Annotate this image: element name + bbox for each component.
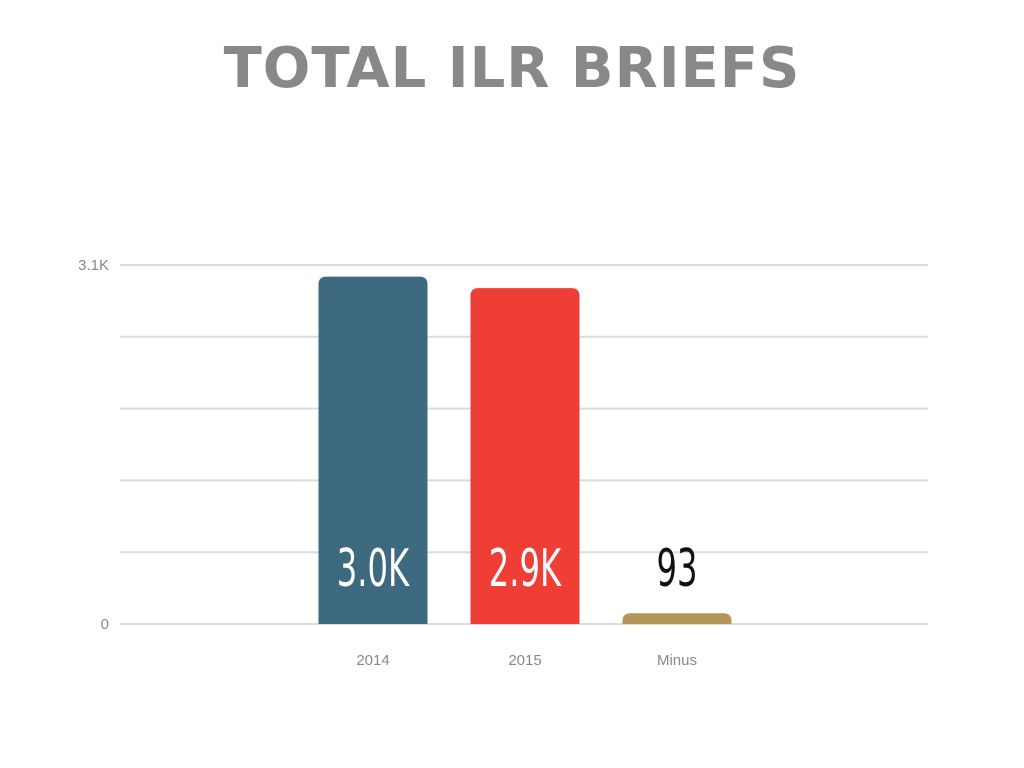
bar-2015 bbox=[470, 288, 580, 624]
data-label: 3.0K bbox=[337, 539, 411, 599]
data-labels: 3.0K 2.9K 93 bbox=[337, 539, 698, 599]
x-tick-label: 2015 bbox=[508, 652, 541, 669]
data-label: 93 bbox=[656, 539, 697, 599]
chart-title: TOTAL ILR BRIEFS bbox=[223, 36, 801, 101]
y-axis-ticks: 0 3.1K bbox=[78, 257, 109, 633]
data-label: 2.9K bbox=[489, 539, 563, 599]
x-tick-label: Minus bbox=[657, 652, 697, 669]
chart-bars bbox=[318, 276, 732, 624]
bar-minus bbox=[622, 613, 732, 624]
x-tick-label: 2014 bbox=[356, 652, 389, 669]
bar-2014 bbox=[318, 276, 428, 624]
x-axis-ticks: 2014 2015 Minus bbox=[356, 652, 697, 669]
y-tick-label: 0 bbox=[101, 616, 109, 633]
y-tick-label: 3.1K bbox=[78, 257, 109, 274]
